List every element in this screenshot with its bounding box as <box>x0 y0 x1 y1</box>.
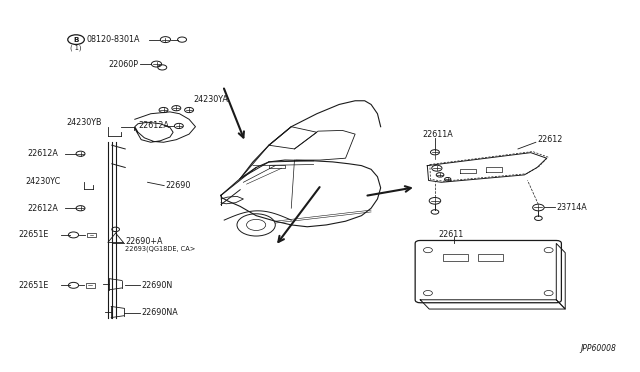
Text: 22612A: 22612A <box>28 149 58 158</box>
Text: 22690: 22690 <box>166 181 191 190</box>
Bar <box>86 283 95 288</box>
Text: 22612A: 22612A <box>28 204 58 213</box>
Text: 23714A: 23714A <box>556 203 587 212</box>
Text: 22611A: 22611A <box>422 130 453 140</box>
Text: 22612: 22612 <box>537 135 563 144</box>
Bar <box>87 233 96 237</box>
Text: 22060P: 22060P <box>108 60 138 68</box>
Text: 22611: 22611 <box>438 230 463 239</box>
Text: 24230YB: 24230YB <box>67 118 102 127</box>
Text: 22690NA: 22690NA <box>141 308 178 317</box>
Text: ( 1): ( 1) <box>70 44 82 51</box>
Text: 24230YC: 24230YC <box>25 177 60 186</box>
Text: 22651E: 22651E <box>19 230 49 240</box>
Text: JPP60008: JPP60008 <box>580 344 616 353</box>
Text: B: B <box>74 36 79 43</box>
Text: 22651E: 22651E <box>19 281 49 290</box>
Bar <box>478 254 502 261</box>
Text: 22693(QG18DE, CA>: 22693(QG18DE, CA> <box>125 246 196 252</box>
Text: 24230YA: 24230YA <box>193 95 228 104</box>
Text: 22612A: 22612A <box>138 122 169 131</box>
Text: 22690N: 22690N <box>141 281 172 290</box>
Text: 08120-8301A: 08120-8301A <box>87 35 140 44</box>
Bar <box>444 254 467 261</box>
Text: 22690+A: 22690+A <box>125 237 163 246</box>
